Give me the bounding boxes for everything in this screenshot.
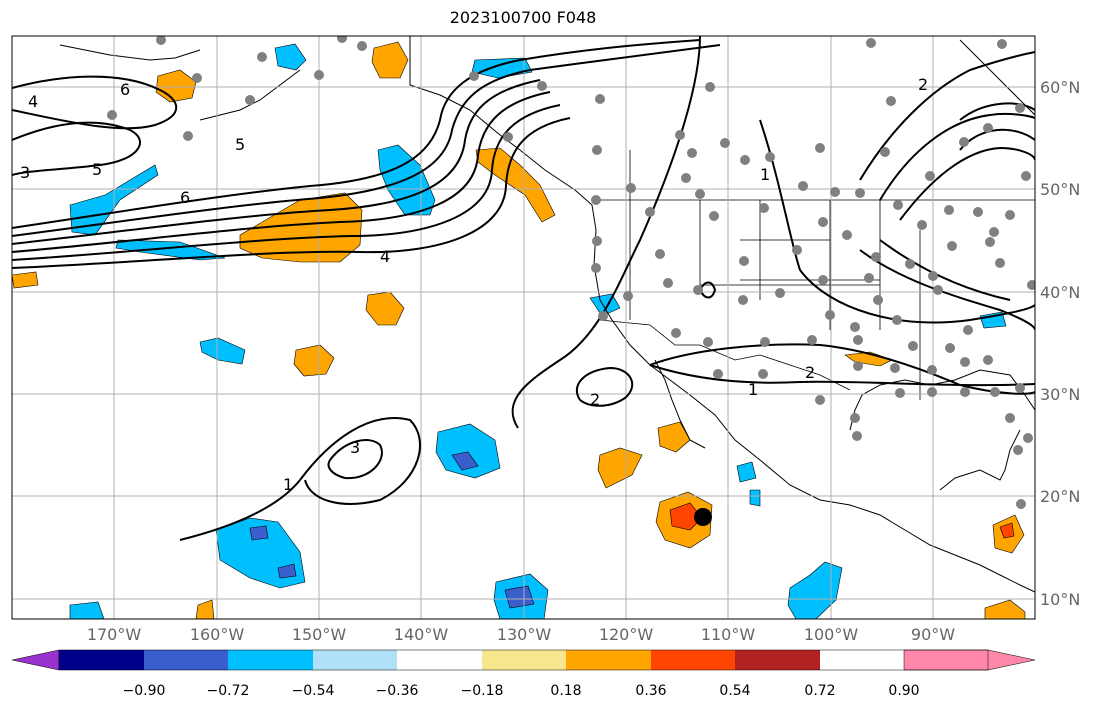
contour-label: 2 <box>590 390 600 409</box>
station-markers <box>107 36 1035 509</box>
contour-label: 6 <box>120 80 130 99</box>
longitude-labels: 170°W 160°W 150°W 140°W 130°W 120°W 110°… <box>87 625 955 644</box>
lon-tick-label: 120°W <box>599 625 654 644</box>
contour-label: 2 <box>805 363 815 382</box>
colorbar-tick-label: 0.54 <box>719 683 750 699</box>
colorbar: −0.90 −0.72 −0.54 −0.36 −0.18 0.18 0.36 … <box>11 649 1036 699</box>
contour-label: 1 <box>748 380 758 399</box>
contour-label: 4 <box>28 92 38 111</box>
map-frame <box>11 35 1036 620</box>
lat-tick-label: 30°N <box>1040 385 1080 404</box>
lon-tick-label: 170°W <box>87 625 142 644</box>
colorbar-tick-label: 0.18 <box>550 683 581 699</box>
colorbar-tick-label: 0.36 <box>635 683 666 699</box>
colorbar-segment <box>482 650 566 670</box>
colorbar-segment <box>735 650 820 670</box>
map-title: 2023100700 F048 <box>449 8 597 27</box>
contour-label: 5 <box>235 135 245 154</box>
lon-tick-label: 150°W <box>292 625 347 644</box>
colorbar-tick-label: −0.72 <box>207 683 250 699</box>
lon-tick-label: 110°W <box>701 625 756 644</box>
colorbar-tick-label: −0.36 <box>376 683 419 699</box>
contour-label: 4 <box>380 247 390 266</box>
lat-tick-label: 40°N <box>1040 283 1080 302</box>
colorbar-segment <box>313 650 397 670</box>
contour-label: 6 <box>180 188 190 207</box>
map-plot-area: 6 5 4 3 2 1 6 2 4 5 3 2 1 1 <box>12 36 1035 619</box>
colorbar-extend-low <box>11 649 60 671</box>
colorbar-segment <box>228 650 313 670</box>
colorbar-segment <box>59 650 144 670</box>
lon-tick-label: 160°W <box>190 625 245 644</box>
latitude-labels: 10°N 20°N 30°N 40°N 50°N 60°N <box>1040 78 1080 609</box>
contour-label: 2 <box>918 75 928 94</box>
lat-tick-label: 10°N <box>1040 590 1080 609</box>
colorbar-segment <box>566 650 651 670</box>
lon-tick-label: 90°W <box>911 625 955 644</box>
contour-label: 3 <box>20 163 30 182</box>
lat-tick-label: 50°N <box>1040 180 1080 199</box>
coastlines <box>59 36 1035 593</box>
colorbar-frame <box>58 649 989 671</box>
storm-center-marker <box>694 508 712 526</box>
contour-label: 1 <box>283 475 293 494</box>
contour-labels: 6 5 4 3 2 1 6 2 4 5 3 2 1 1 <box>20 75 928 494</box>
colorbar-tick-label: −0.18 <box>461 683 504 699</box>
colorbar-segment <box>651 650 735 670</box>
gridlines <box>12 36 1035 619</box>
colorbar-segment <box>144 650 228 670</box>
colorbar-extend-high <box>903 649 1036 671</box>
colorbar-segment <box>397 650 482 670</box>
lat-tick-label: 60°N <box>1040 78 1080 97</box>
colorbar-tick-label: −0.90 <box>123 683 166 699</box>
lat-tick-label: 20°N <box>1040 487 1080 506</box>
colorbar-tick-label: 0.90 <box>888 683 919 699</box>
colorbar-tick-label: −0.54 <box>292 683 335 699</box>
lon-tick-label: 100°W <box>804 625 859 644</box>
lon-tick-label: 130°W <box>497 625 552 644</box>
contour-label: 3 <box>350 438 360 457</box>
contour-label: 1 <box>760 165 770 184</box>
lon-tick-label: 140°W <box>394 625 449 644</box>
colorbar-tick-label: 0.72 <box>804 683 835 699</box>
contour-label: 5 <box>92 160 102 179</box>
